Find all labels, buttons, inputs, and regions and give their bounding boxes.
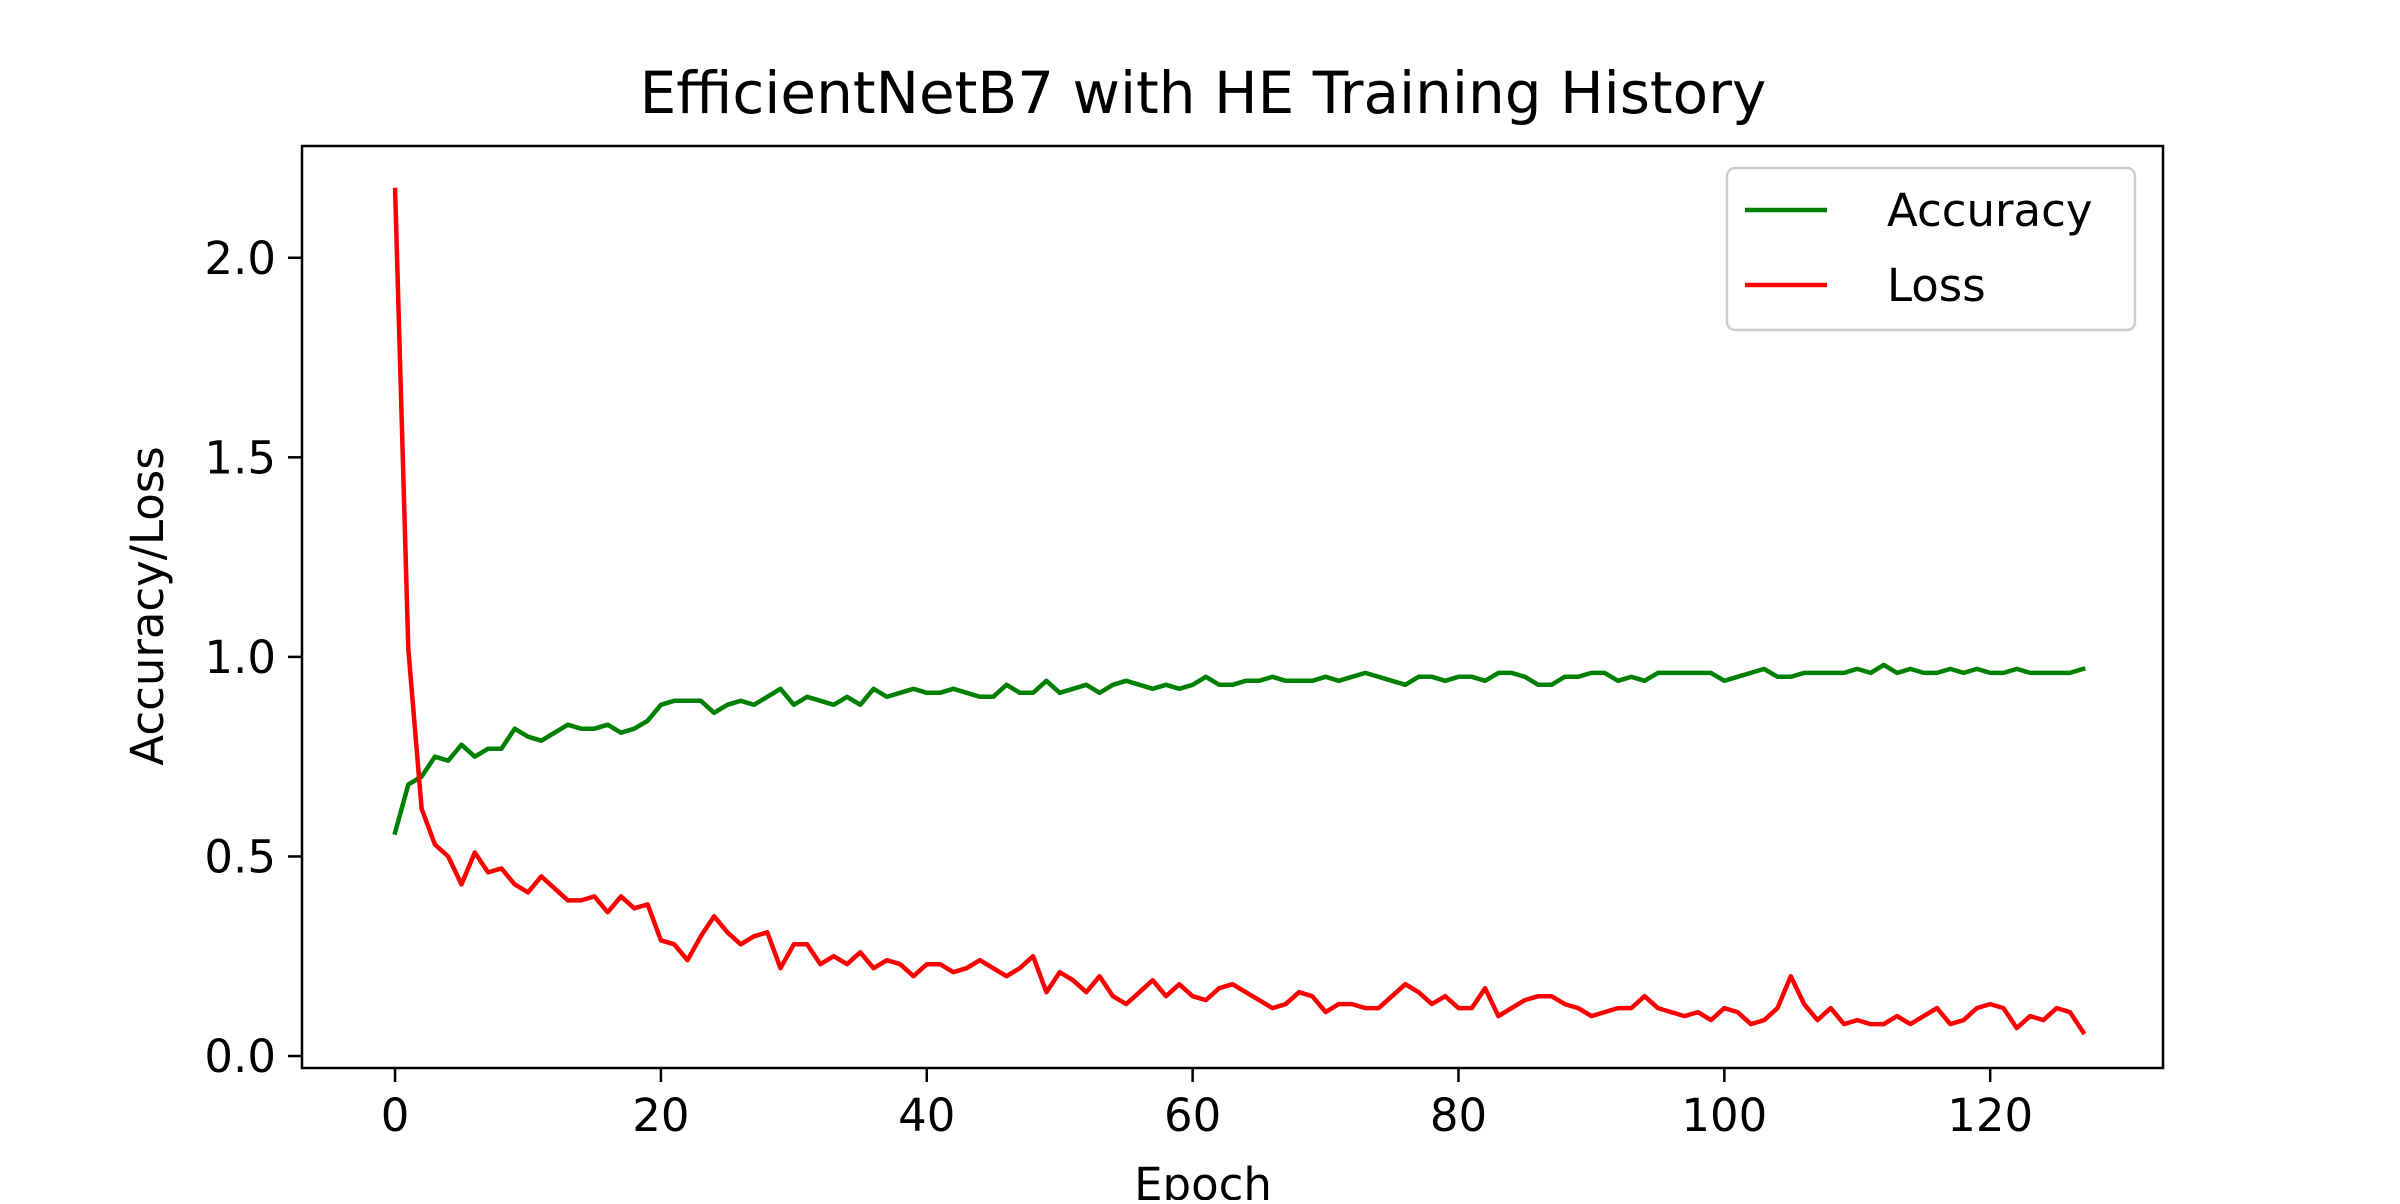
y-tick-label: 2.0 [204,232,276,285]
x-tick-label: 80 [1430,1089,1487,1142]
x-tick-label: 40 [898,1089,955,1142]
y-tick-label: 1.0 [204,631,276,684]
plot-frame [300,144,2165,1070]
legend-box [1725,166,2137,332]
x-tick-label: 60 [1164,1089,1221,1142]
legend-label-loss: Loss [1887,259,1986,312]
x-tick-label: 20 [632,1089,689,1142]
series-layer [392,187,2087,1036]
legend-label-accuracy: Accuracy [1887,184,2092,237]
x-axis-label: Epoch [1134,1158,1272,1200]
x-tick-label: 100 [1681,1089,1767,1142]
y-tick-label: 0.0 [204,1030,276,1083]
ticks-layer: 0 20 40 60 80 100 120 0.0 0.5 1.0 1.5 2.0 [204,232,2033,1142]
legend: Accuracy Loss [1725,166,2137,332]
chart-title: EfficientNetB7 with HE Training History [640,59,1767,127]
y-axis-label: Accuracy/Loss [121,446,174,765]
x-tick-label: 120 [1947,1089,2033,1142]
x-tick-label: 0 [381,1089,410,1142]
y-tick-label: 1.5 [204,431,276,484]
series-line-accuracy [392,662,2087,836]
series-line-loss [392,187,2087,1036]
y-tick-label: 0.5 [204,830,276,883]
